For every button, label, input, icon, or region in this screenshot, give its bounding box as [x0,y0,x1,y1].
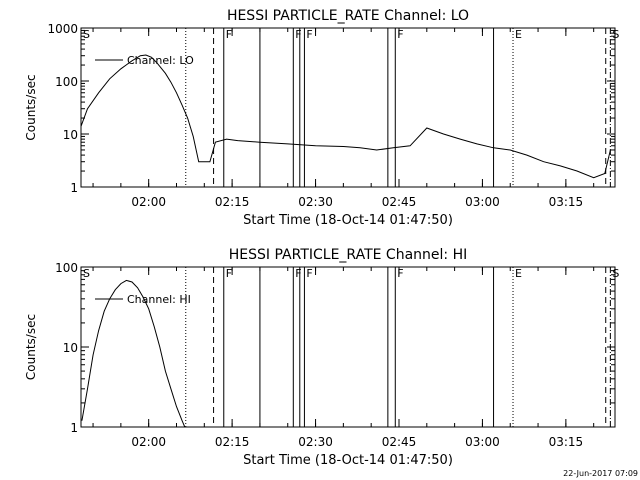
x-tick-label: 02:15 [215,435,250,449]
event-label: S [612,28,619,41]
event-label: F [295,28,301,41]
x-tick-label: 03:15 [549,195,584,209]
event-label: E [515,28,522,41]
event-label: F [306,28,312,41]
event-label: F [397,28,403,41]
x-tick-label: 03:15 [549,435,584,449]
chart-panel-1: HESSI PARTICLE_RATE Channel: LO Counts/se… [24,8,619,228]
y-tick-label: 100 [55,261,78,275]
event-label: F [226,28,232,41]
x-axis-label: Start Time (18-Oct-14 01:47:50) [243,213,453,228]
series-line-channel-lo [80,54,611,179]
x-tick-label: 03:00 [465,435,500,449]
chart-panel-2: HESSI PARTICLE_RATE Channel: HI Counts/se… [24,247,619,468]
event-label: F [295,267,301,280]
event-label: S [83,267,90,280]
x-tick-label: 02:30 [298,195,333,209]
y-tick-label: 1 [70,421,78,435]
y-tick-label: 10 [63,128,78,142]
event-label: F [397,267,403,280]
x-tick-label: 02:00 [131,195,166,209]
x-tick-label: 02:45 [382,435,417,449]
series-line-channel-hi [81,279,186,428]
legend-label: Channel: LO [127,54,194,67]
event-label: F [226,267,232,280]
x-tick-label: 02:00 [131,435,166,449]
footer-timestamp: 22-Jun-2017 07:09 [563,469,638,478]
chart-title: HESSI PARTICLE_RATE Channel: LO [227,8,469,24]
event-label: E [515,267,522,280]
x-tick-label: 02:15 [215,195,250,209]
y-tick-label: 1 [70,181,78,195]
y-axis-label: Counts/sec [24,314,38,380]
y-tick-label: 10 [63,341,78,355]
x-tick-label: 02:30 [298,435,333,449]
chart-title: HESSI PARTICLE_RATE Channel: HI [229,247,467,263]
y-tick-label: 100 [55,75,78,89]
y-tick-label: 1000 [47,22,78,36]
x-axis-label: Start Time (18-Oct-14 01:47:50) [243,453,453,468]
x-tick-label: 02:45 [382,195,417,209]
event-label: S [83,28,90,41]
event-label: S [612,267,619,280]
x-tick-label: 03:00 [465,195,500,209]
event-label: F [306,267,312,280]
legend-label: Channel: HI [127,293,191,306]
plot-frame [80,27,616,188]
y-axis-label: Counts/sec [24,74,38,140]
plot-frame [80,266,616,428]
